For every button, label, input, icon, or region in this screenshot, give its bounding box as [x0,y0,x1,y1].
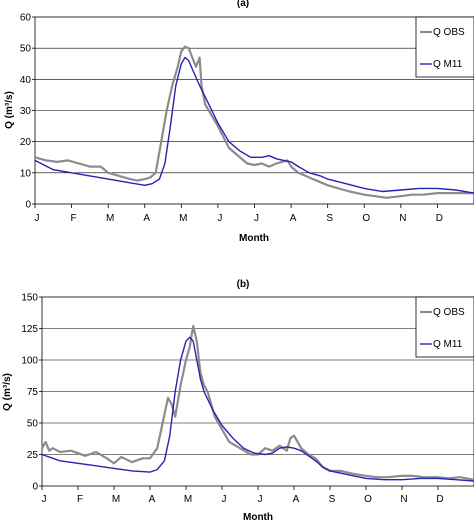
panel-b-title: (b) [237,279,250,290]
panel-a-legend: Q OBS Q M11 [415,16,474,78]
panel-b-x-tick-label: J [258,494,263,505]
panel-a-x-tick-label: N [399,213,406,224]
panel-b-x-tick-label: J [222,494,227,505]
panel-a-legend-obs-label: Q OBS [433,27,465,38]
panel-b-y-axis-title: Q (m³/s) [2,373,13,411]
panel-b-x-tick-label: O [364,494,372,505]
panel-b-series-q-m11-line [41,336,474,482]
panel-a-x-tick-label: M [179,213,187,224]
panel-a-y-tick-label: 0 [25,200,31,211]
panel-b-legend-obs-label: Q OBS [433,307,465,318]
panel-b-x-axis-title: Month [243,512,273,522]
panel-b-x-tick-label: M [184,494,192,505]
panel-a-y-tick-label: 60 [20,13,32,24]
panel-a-series-q-m11-line [34,56,474,194]
panel-b-y-tick-label: 75 [27,387,39,398]
panel-a-x-axis-title: Month [239,233,269,244]
panel-b-y-tick-label: 150 [21,293,38,304]
panel-a-x-tick-label: A [143,213,150,224]
panel-b-y-tick-label: 25 [27,450,39,461]
panel-a-y-tick-labels: 0 10 20 30 40 50 60 [20,13,35,211]
panel-b-y-tick-label: 50 [27,419,39,430]
panel-a-y-tick-label: 30 [20,106,32,117]
panel-a-x-tick-label: J [254,213,259,224]
panel-b-x-tick-label: D [436,494,443,505]
panel-b-x-tick-label: A [149,494,156,505]
panel-a-y-tick-label: 50 [20,44,32,55]
panel-b-legend: Q OBS Q M11 [415,296,474,358]
panel-a-legend-box [415,16,474,78]
panel-b-x-tick-label: M [112,494,120,505]
panel-a-title: (a) [237,0,249,9]
panel-b-series [41,324,474,482]
panel-b-y-tick-labels: 0 25 50 75 100 125 150 [21,293,42,493]
panel-a-series-q-obs-line [34,45,474,199]
panel-a-x-tick-label: D [436,213,443,224]
panel-b-y-tick-label: 100 [21,356,38,367]
panel-b-x-tick-label: F [77,494,83,505]
panel-b-legend-box [415,296,474,358]
panel-b-x-tick-label: A [293,494,300,505]
panel-b-x-tick-label: S [329,494,336,505]
panel-a-x-tick-label: J [35,213,40,224]
panel-a-y-tick-label: 20 [20,137,32,148]
panel-b-y-tick-label: 0 [32,482,38,493]
panel-b-y-tick-label: 125 [21,324,38,335]
panel-a-legend-m11-label: Q M11 [433,59,463,70]
panel-b-x-tick-label: J [42,494,47,505]
panel-a-x-tick-label: O [362,213,370,224]
panel-b-legend-m11-label: Q M11 [433,339,463,350]
panel-a-x-tick-label: M [106,213,114,224]
panel-a-x-tick-label: J [217,213,222,224]
panel-a-y-tick-label: 40 [20,75,32,86]
panel-a-y-tick-label: 10 [20,168,32,179]
panel-b-gridlines [42,328,474,455]
panel-a-y-axis-title: Q (m³/s) [4,91,15,129]
panel-a-x-tick-label: A [290,213,297,224]
panel-b: (b) 0 25 50 75 100 125 150 J F M A M J J A S O N D Q (m³/… [2,279,474,522]
panel-a-series [34,45,474,199]
panel-b-series-q-obs-line [41,324,474,481]
panel-a-x-tick-label: S [326,213,333,224]
panel-b-x-tick-label: N [400,494,407,505]
panel-a-x-tick-label: F [71,213,77,224]
